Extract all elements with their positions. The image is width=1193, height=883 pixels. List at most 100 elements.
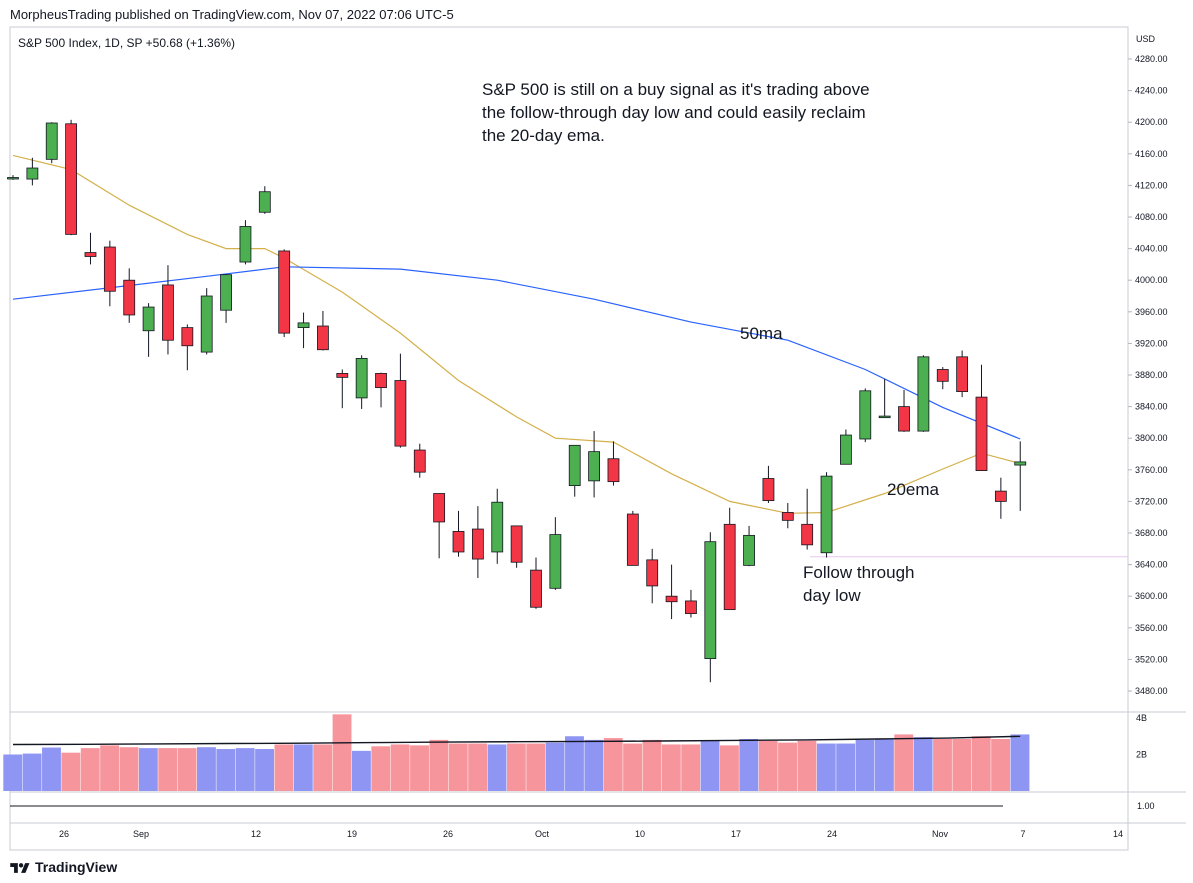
footer: TradingView — [10, 857, 117, 877]
volume-bar — [313, 744, 333, 791]
volume-bar — [836, 743, 856, 791]
volume-bar — [797, 740, 817, 791]
volume-bar — [351, 750, 371, 791]
candle-down — [278, 250, 291, 334]
candle-up — [297, 322, 310, 328]
time-axis-label: 17 — [731, 829, 741, 839]
price-tick-label: 4080.00 — [1135, 212, 1168, 222]
chart-legend: S&P 500 Index, 1D, SP +50.68 (+1.36%) — [18, 36, 235, 50]
time-axis-label: 19 — [347, 829, 357, 839]
ma50-label: 50ma — [740, 324, 783, 343]
volume-bar — [758, 740, 778, 791]
candle-down — [413, 449, 426, 473]
price-tick-label: 4160.00 — [1135, 149, 1168, 159]
volume-bar — [506, 743, 526, 791]
volume-bar — [100, 745, 120, 791]
volume-bar — [565, 736, 584, 791]
candle-down — [975, 396, 988, 471]
volume-bar — [429, 739, 449, 791]
volume-bar — [874, 738, 894, 791]
volume-bar — [235, 748, 255, 791]
candle-down — [84, 252, 97, 257]
candle-down — [317, 325, 329, 351]
volume-bar — [623, 743, 643, 791]
candle-down — [103, 246, 116, 292]
time-axis-label: 26 — [59, 829, 69, 839]
price-tick-label: 3720.00 — [1135, 496, 1168, 506]
price-tick-label: 4040.00 — [1135, 244, 1168, 254]
candle-up — [704, 541, 717, 660]
volume-bar — [700, 740, 720, 791]
candle-down — [123, 279, 136, 316]
volume-bar — [371, 746, 391, 791]
candle-up — [588, 451, 600, 482]
candle-down — [452, 531, 465, 553]
volume-bars-group — [3, 714, 1030, 791]
price-tick-label: 3760.00 — [1135, 465, 1168, 475]
time-axis-label: 12 — [251, 829, 261, 839]
price-tick-label: 3880.00 — [1135, 370, 1168, 380]
volume-ma-line — [12, 735, 1021, 746]
candle-up — [840, 434, 852, 465]
price-tick-label: 3520.00 — [1135, 654, 1168, 664]
candle-down — [626, 513, 639, 566]
volume-bar — [894, 734, 914, 791]
candle-up — [200, 295, 213, 353]
volume-bar — [778, 742, 797, 791]
candles-group — [7, 119, 1027, 683]
price-tick-label: 3640.00 — [1135, 560, 1168, 570]
candle-up — [549, 534, 562, 589]
price-tick-label: 3560.00 — [1135, 623, 1168, 633]
price-tick-label: 3840.00 — [1135, 402, 1168, 412]
price-tick-label: 3960.00 — [1135, 307, 1168, 317]
candle-down — [936, 369, 949, 382]
candle-up — [258, 191, 271, 213]
volume-bar — [138, 748, 158, 791]
volume-bar — [661, 744, 681, 791]
candle-down — [510, 525, 523, 563]
volume-bar — [293, 744, 313, 791]
ratio-tick-label: 1.00 — [1137, 801, 1155, 811]
candle-up — [878, 415, 891, 419]
candle-down — [336, 373, 349, 378]
candle-down — [956, 356, 969, 392]
volume-bar — [952, 738, 972, 791]
time-axis-label: 7 — [1020, 829, 1025, 839]
price-tick-label: 4120.00 — [1135, 180, 1168, 190]
candle-down — [762, 478, 775, 502]
follow-through-label: Follow through day low — [803, 563, 915, 605]
time-axis-label: Oct — [535, 829, 550, 839]
price-tick-label: 4240.00 — [1135, 86, 1168, 96]
candle-down — [665, 595, 678, 603]
volume-bar — [158, 748, 178, 791]
candle-up — [743, 534, 755, 566]
ema20-label: 20ema — [887, 480, 939, 499]
volume-tick-label: 2B — [1136, 750, 1147, 760]
volume-bar — [739, 738, 759, 791]
volume-bar — [390, 744, 410, 791]
volume-bar — [468, 743, 488, 791]
price-tick-label: 3480.00 — [1135, 686, 1168, 696]
candle-down — [65, 123, 78, 235]
candle-up — [568, 444, 581, 486]
volume-bar — [410, 745, 429, 791]
tradingview-logo-icon — [10, 862, 30, 873]
candle-down — [375, 373, 387, 389]
candle-up — [859, 390, 872, 440]
volume-bar — [61, 752, 81, 791]
candle-down — [433, 493, 446, 523]
price-axis-currency: USD — [1136, 34, 1156, 44]
volume-bar — [681, 744, 701, 791]
candle-up — [45, 122, 58, 160]
volume-bar — [1010, 734, 1030, 791]
candle-down — [181, 327, 194, 347]
volume-bar — [119, 747, 139, 791]
candle-down — [801, 523, 814, 546]
candle-down — [898, 406, 910, 432]
volume-bar — [526, 743, 546, 791]
price-tick-label: 3600.00 — [1135, 591, 1168, 601]
candle-down — [685, 600, 697, 614]
candle-up — [26, 167, 39, 180]
candle-down — [781, 512, 794, 521]
